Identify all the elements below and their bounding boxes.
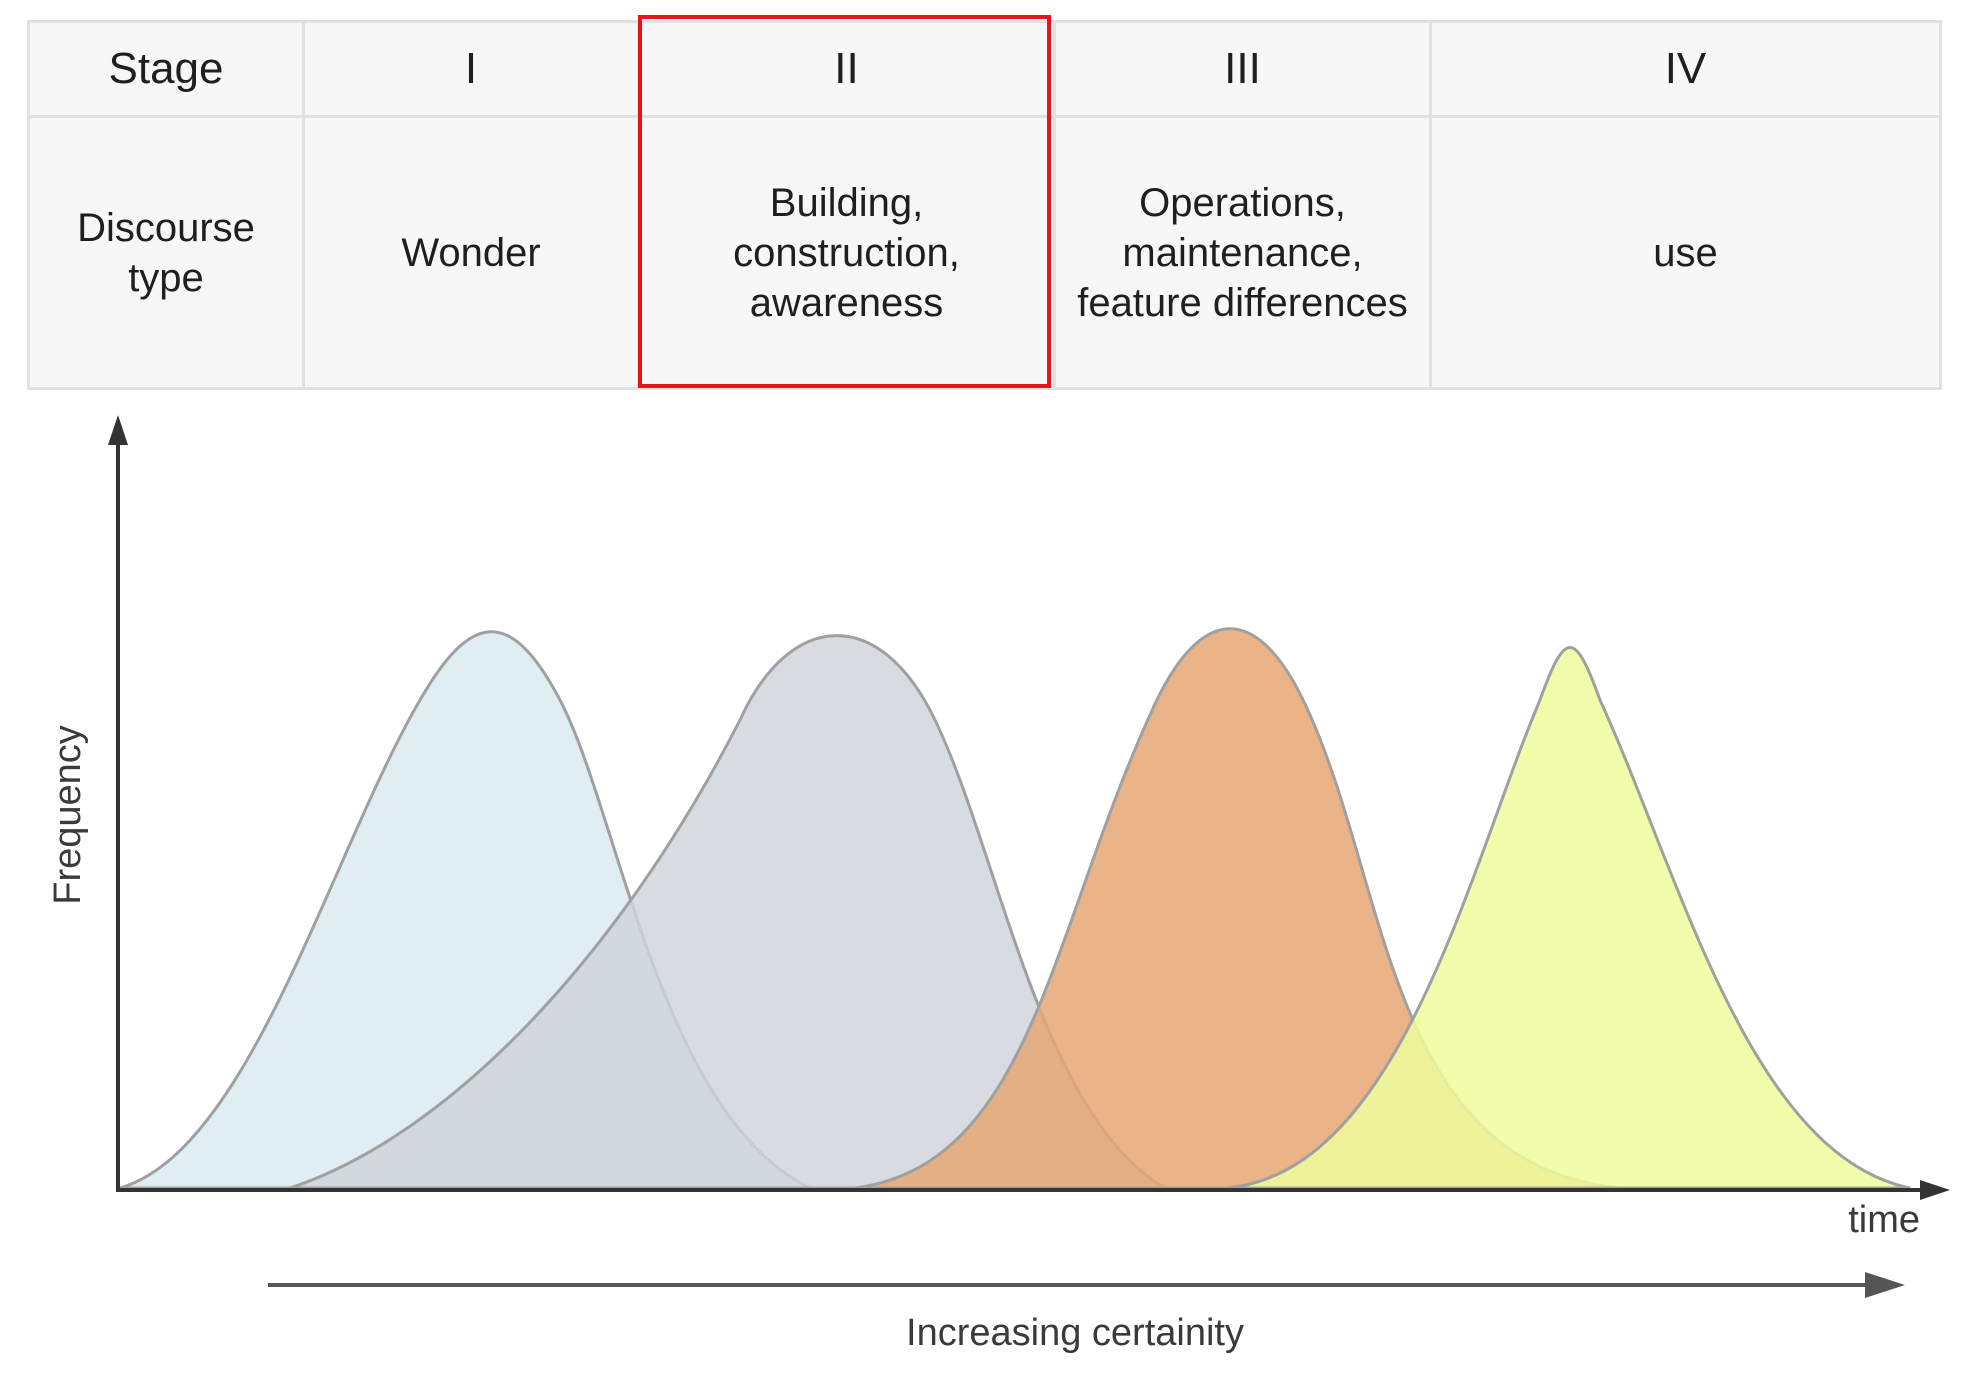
stage-cell-ii: II: [637, 20, 1056, 118]
discourse-cell-iii: Operations, maintenance, feature differe…: [1053, 115, 1432, 390]
curve-stage-iv: [1224, 646, 1911, 1190]
stage-cell-iii: III: [1053, 20, 1432, 118]
certainty-arrow: [268, 1272, 1905, 1298]
y-axis-label: Frequency: [47, 725, 89, 905]
discourse-cell-i: Wonder: [302, 115, 640, 390]
x-axis-label: time: [1848, 1199, 1920, 1241]
stage-label-cell: Stage: [27, 20, 305, 118]
stage-cell-i: I: [302, 20, 640, 118]
discourse-type-row: Discourse type Wonder Building, construc…: [27, 115, 1942, 390]
discourse-type-label-cell: Discourse type: [27, 115, 305, 390]
stage-header-row: Stage I II III IV: [27, 20, 1942, 118]
stage-table: Stage I II III IV Discourse type Wonder …: [27, 20, 1942, 390]
y-axis-arrowhead: [108, 415, 128, 445]
stage-cell-iv: IV: [1429, 20, 1942, 118]
discourse-cell-iv: use: [1429, 115, 1942, 390]
frequency-diagram: Frequency time Increasing certainity: [47, 415, 1950, 1354]
certainty-label: Increasing certainity: [906, 1312, 1244, 1354]
curve-stage-ii: [289, 634, 1171, 1190]
axes: [108, 415, 1950, 1200]
discourse-cell-ii: Building, construction, awareness: [637, 115, 1056, 390]
certainty-arrowhead: [1865, 1272, 1905, 1298]
frequency-curves: [119, 627, 1911, 1190]
x-axis-arrowhead: [1920, 1180, 1950, 1200]
